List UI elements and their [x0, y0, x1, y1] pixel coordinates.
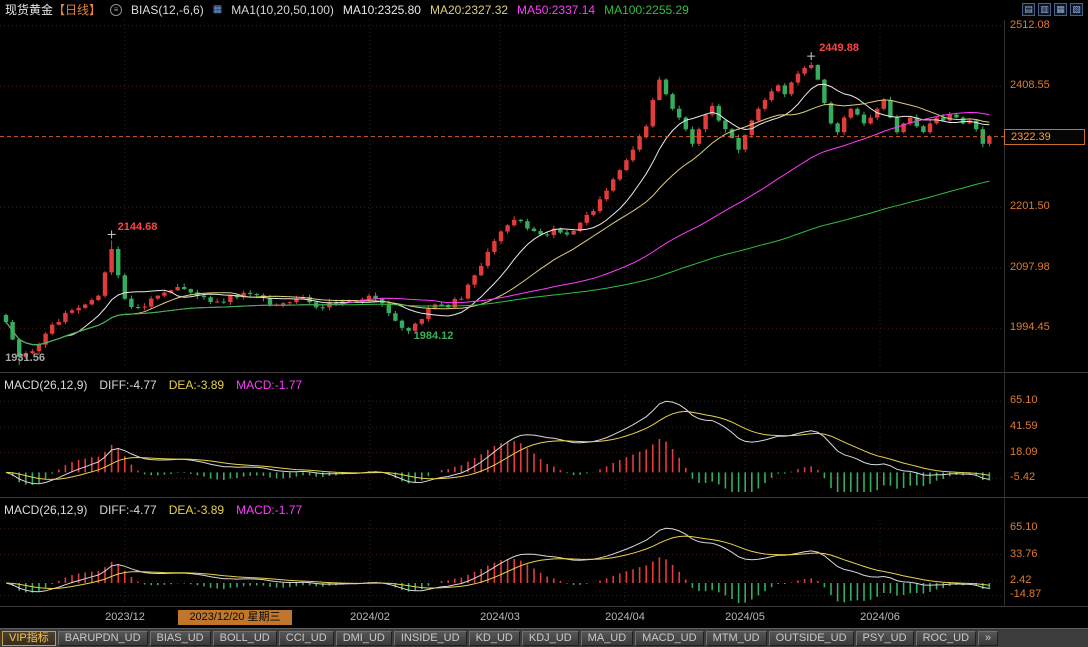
layout-grid-icon[interactable]: ▧ [1070, 3, 1083, 16]
price-annotation: 1931.56 [5, 351, 45, 364]
symbol-name[interactable]: 现货黄金 [5, 3, 54, 17]
tab-inside-ud[interactable]: INSIDE_UD [393, 630, 467, 646]
price-axis-label: 1994.45 [1010, 321, 1050, 334]
indicator-settings-icon[interactable]: ≡ [110, 3, 123, 16]
tab-boll-ud[interactable]: BOLL_UD [212, 630, 277, 646]
price-annotation: 2449.88 [819, 42, 859, 55]
tab-kdj-ud[interactable]: KDJ_UD [521, 630, 579, 646]
tab-bias-ud[interactable]: BIAS_UD [149, 630, 211, 646]
macd-diff-value: DIFF:-4.77 [99, 377, 157, 392]
price-annotation: 2144.68 [117, 221, 158, 234]
topbar: 现货黄金【日线】 ≡ BIAS(12,-6,6) ▦ MA1(10,20,50,… [0, 0, 1088, 19]
tab-cci-ud[interactable]: CCI_UD [278, 630, 334, 646]
period-label[interactable]: 【日线】 [53, 3, 102, 17]
tab-kd-ud[interactable]: KD_UD [468, 630, 520, 646]
ma-value-label: MA50:2337.14 [517, 2, 596, 17]
macd-axis-label: -14.87 [1010, 588, 1042, 601]
tab-macd-ud[interactable]: MACD_UD [635, 630, 704, 646]
tab-mtm-ud[interactable]: MTM_UD [705, 630, 767, 646]
window-layout-icons: ▤ ▥ ▦ ▧ [1022, 3, 1083, 16]
time-axis-label: 2024/02 [350, 611, 390, 623]
macd-axis-label: 65.10 [1010, 394, 1038, 407]
tab-psy-ud[interactable]: PSY_UD [855, 630, 914, 646]
ma-value-label: MA20:2327.32 [429, 2, 509, 17]
price-axis-label: 2512.08 [1010, 18, 1050, 31]
price-axis-label: 2408.55 [1010, 79, 1050, 92]
ma-value-label: MA10:2325.80 [342, 2, 421, 17]
selected-date-box: 2023/12/20 星期三 [178, 610, 292, 625]
layout-vertical-split-icon[interactable]: ▥ [1038, 3, 1051, 16]
macd-panel2-header: MACD(26,12,9) DIFF:-4.77 DEA:-3.89 MACD:… [4, 501, 302, 518]
price-axis-label: 2201.50 [1010, 200, 1050, 213]
tabs-overflow-button[interactable]: » [978, 630, 999, 646]
time-axis-label: 2024/06 [860, 611, 900, 623]
macd-diff-value: DIFF:-4.77 [99, 502, 157, 517]
ma-group-label[interactable]: MA1(10,20,50,100) [231, 2, 334, 17]
macd-macd-value: MACD:-1.77 [236, 502, 303, 517]
macd-panel1-header: MACD(26,12,9) DIFF:-4.77 DEA:-3.89 MACD:… [4, 376, 302, 393]
ma-indicator-icon: ▦ [212, 4, 223, 15]
tab-outside-ud[interactable]: OUTSIDE_UD [768, 630, 854, 646]
tab-ma-ud[interactable]: MA_UD [580, 630, 634, 646]
time-axis-label: 2024/03 [480, 611, 520, 623]
tab-vip[interactable]: VIP指标 [2, 630, 56, 646]
tab-dmi-ud[interactable]: DMI_UD [335, 630, 392, 646]
tab-barupdn-ud[interactable]: BARUPDN_UD [57, 630, 148, 646]
macd-axis-label: 41.59 [1010, 419, 1038, 432]
macd-axis-label: 2.42 [1010, 573, 1032, 586]
macd-label[interactable]: MACD(26,12,9) [4, 377, 88, 392]
layout-single-icon[interactable]: ▤ [1022, 3, 1035, 16]
ma-value-label: MA100:2255.29 [604, 2, 689, 17]
ma-values: MA10:2325.80 MA20:2327.32 MA50:2337.14 MA10… [343, 3, 689, 17]
tab-roc-ud[interactable]: ROC_UD [915, 630, 977, 646]
price-axis-label: 2097.98 [1010, 260, 1050, 273]
macd-label[interactable]: MACD(26,12,9) [4, 502, 88, 517]
bias-indicator-label[interactable]: BIAS(12,-6,6) [131, 2, 204, 17]
time-axis-label: 2024/04 [605, 611, 645, 623]
last-price-badge: 2322.39 [1004, 128, 1085, 145]
macd-macd-value: MACD:-1.77 [236, 377, 303, 392]
macd-dea-value: DEA:-3.89 [168, 502, 225, 517]
symbol-title[interactable]: 现货黄金【日线】 [5, 1, 101, 18]
time-axis-label: 2023/12 [105, 611, 145, 623]
time-axis-label: 2024/05 [725, 611, 765, 623]
macd-dea-value: DEA:-3.89 [168, 377, 225, 392]
macd-axis-label: 65.10 [1010, 521, 1038, 534]
price-annotation: 1984.12 [413, 330, 454, 343]
macd-axis-label: 18.09 [1010, 445, 1038, 458]
macd-axis-label: -5.42 [1010, 471, 1036, 484]
indicator-tab-bar: VIP指标 BARUPDN_UD BIAS_UD BOLL_UD CCI_UD DMI_U… [0, 628, 1088, 647]
layout-horizontal-split-icon[interactable]: ▦ [1054, 3, 1067, 16]
macd-axis-label: 33.76 [1010, 547, 1038, 560]
